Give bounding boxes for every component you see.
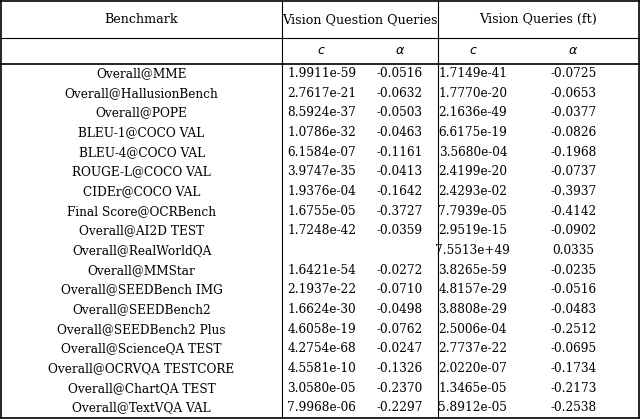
Text: -0.3937: -0.3937 [550,185,596,198]
Text: 6.1584e-07: 6.1584e-07 [287,146,356,159]
Text: 2.0220e-07: 2.0220e-07 [438,362,508,375]
Text: -0.0503: -0.0503 [377,106,422,119]
Text: -0.0247: -0.0247 [376,342,423,355]
Text: 1.0786e-32: 1.0786e-32 [287,126,356,139]
Text: -0.2173: -0.2173 [550,382,596,395]
Text: -0.0826: -0.0826 [550,126,596,139]
Text: -0.0632: -0.0632 [376,87,422,100]
Text: -0.0695: -0.0695 [550,342,596,355]
Text: Overall@MME: Overall@MME [97,67,187,80]
Text: -0.0498: -0.0498 [376,303,423,316]
Text: 3.5680e-04: 3.5680e-04 [438,146,507,159]
Text: Overall@SEEDBench2: Overall@SEEDBench2 [72,303,211,316]
Text: 4.5581e-10: 4.5581e-10 [287,362,356,375]
Text: -0.0725: -0.0725 [550,67,596,80]
Text: -0.0762: -0.0762 [376,323,423,336]
Text: -0.3727: -0.3727 [376,205,423,218]
Text: 7.5513e+49: 7.5513e+49 [435,244,510,257]
Text: 3.8265e-59: 3.8265e-59 [438,264,508,277]
Text: -0.0483: -0.0483 [550,303,596,316]
Text: Overall@MMStar: Overall@MMStar [88,264,195,277]
Text: Overall@SEEDBench IMG: Overall@SEEDBench IMG [61,283,223,296]
Text: -0.1968: -0.1968 [550,146,596,159]
Text: -0.0737: -0.0737 [550,166,596,178]
Text: -0.1642: -0.1642 [376,185,423,198]
Text: Overall@SEEDBench2 Plus: Overall@SEEDBench2 Plus [58,323,226,336]
Text: $α$: $α$ [394,44,404,57]
Text: 1.6755e-05: 1.6755e-05 [287,205,356,218]
Text: -0.0413: -0.0413 [376,166,422,178]
Text: 3.9747e-35: 3.9747e-35 [287,166,356,178]
Text: CIDEr@COCO VAL: CIDEr@COCO VAL [83,185,200,198]
Text: 2.5006e-04: 2.5006e-04 [438,323,507,336]
Text: BLEU-4@COCO VAL: BLEU-4@COCO VAL [79,146,205,159]
Text: Benchmark: Benchmark [105,13,179,26]
Text: Overall@ScienceQA TEST: Overall@ScienceQA TEST [61,342,222,355]
Text: 2.4293e-02: 2.4293e-02 [438,185,508,198]
Text: 4.8157e-29: 4.8157e-29 [438,283,508,296]
Text: Vision Question Queries: Vision Question Queries [282,13,438,26]
Text: Overall@RealWorldQA: Overall@RealWorldQA [72,244,211,257]
Text: -0.1734: -0.1734 [550,362,596,375]
Text: 1.7149e-41: 1.7149e-41 [438,67,508,80]
Text: Vision Queries (ft): Vision Queries (ft) [479,13,597,26]
Text: -0.0902: -0.0902 [550,225,596,238]
Text: Overall@AI2D TEST: Overall@AI2D TEST [79,225,204,238]
Text: Overall@OCRVQA TESTCORE: Overall@OCRVQA TESTCORE [49,362,235,375]
Text: ROUGE-L@COCO VAL: ROUGE-L@COCO VAL [72,166,211,178]
Text: 1.9911e-59: 1.9911e-59 [287,67,356,80]
Text: 1.3465e-05: 1.3465e-05 [438,382,507,395]
Text: -0.2538: -0.2538 [550,401,596,414]
Text: 2.9519e-15: 2.9519e-15 [438,225,508,238]
Text: 4.2754e-68: 4.2754e-68 [287,342,356,355]
Text: 6.6175e-19: 6.6175e-19 [438,126,508,139]
Text: 7.9968e-06: 7.9968e-06 [287,401,356,414]
Text: -0.0653: -0.0653 [550,87,596,100]
Text: 2.7617e-21: 2.7617e-21 [287,87,356,100]
Text: -0.0463: -0.0463 [377,126,422,139]
Text: -0.1161: -0.1161 [376,146,423,159]
Text: -0.2512: -0.2512 [550,323,596,336]
Text: -0.0377: -0.0377 [550,106,596,119]
Text: 1.9376e-04: 1.9376e-04 [287,185,356,198]
Text: Overall@POPE: Overall@POPE [95,106,188,119]
Text: $α$: $α$ [568,44,579,57]
Text: 2.4199e-20: 2.4199e-20 [438,166,508,178]
Text: Final Score@OCRBench: Final Score@OCRBench [67,205,216,218]
Text: Overall@HallusionBench: Overall@HallusionBench [65,87,218,100]
Text: 2.1937e-22: 2.1937e-22 [287,283,356,296]
Text: -0.0710: -0.0710 [376,283,423,296]
Text: Overall@ChartQA TEST: Overall@ChartQA TEST [68,382,216,395]
Text: 8.5924e-37: 8.5924e-37 [287,106,356,119]
Text: 0.0335: 0.0335 [552,244,595,257]
Text: -0.0516: -0.0516 [376,67,422,80]
Text: -0.4142: -0.4142 [550,205,596,218]
Text: -0.0516: -0.0516 [550,283,596,296]
Text: 4.6058e-19: 4.6058e-19 [287,323,356,336]
Text: 2.1636e-49: 2.1636e-49 [438,106,508,119]
Text: 1.6421e-54: 1.6421e-54 [287,264,356,277]
Text: 3.0580e-05: 3.0580e-05 [287,382,356,395]
Text: 5.8912e-05: 5.8912e-05 [438,401,508,414]
Text: -0.0272: -0.0272 [376,264,423,277]
Text: 3.8808e-29: 3.8808e-29 [438,303,508,316]
Text: BLEU-1@COCO VAL: BLEU-1@COCO VAL [79,126,205,139]
Text: 1.6624e-30: 1.6624e-30 [287,303,356,316]
Text: 1.7248e-42: 1.7248e-42 [287,225,356,238]
Text: 1.7770e-20: 1.7770e-20 [438,87,508,100]
Text: -0.2297: -0.2297 [376,401,423,414]
Text: $c$: $c$ [468,44,477,57]
Text: -0.1326: -0.1326 [376,362,423,375]
Text: 2.7737e-22: 2.7737e-22 [438,342,508,355]
Text: -0.2370: -0.2370 [376,382,423,395]
Text: -0.0235: -0.0235 [550,264,596,277]
Text: -0.0359: -0.0359 [376,225,422,238]
Text: 7.7939e-05: 7.7939e-05 [438,205,508,218]
Text: Overall@TextVQA VAL: Overall@TextVQA VAL [72,401,211,414]
Text: $c$: $c$ [317,44,326,57]
